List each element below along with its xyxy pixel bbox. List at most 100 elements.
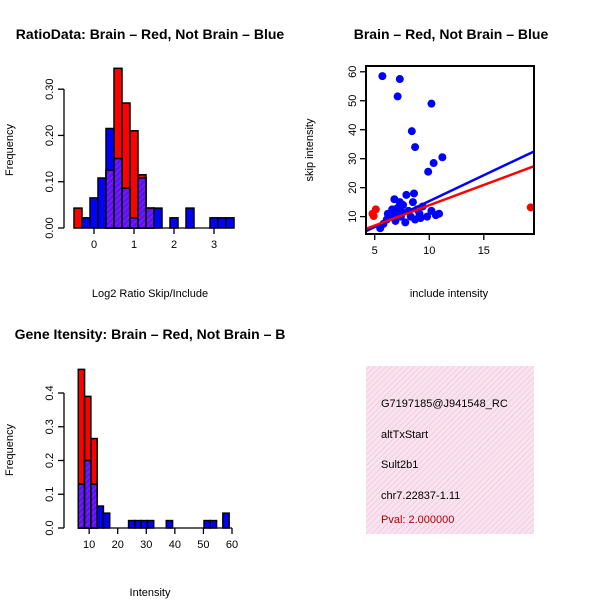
scatter-blue-point	[423, 212, 432, 221]
gene-y-tick-label: 0.4	[44, 385, 56, 400]
info-probe-id: G7197185@J941548_RC	[381, 398, 508, 410]
ratio-x-tick-label: 1	[131, 239, 137, 251]
scatter-blue-point	[435, 209, 444, 218]
ratio-overlap-bar	[137, 177, 147, 229]
ratio-overlap-bar	[145, 207, 155, 229]
gene-blue-bar	[140, 519, 149, 529]
ratio-blue-bar	[97, 177, 107, 229]
scatter-y-tick-label: 10	[347, 210, 359, 222]
scatter-blue-point	[378, 72, 387, 81]
info-location: chr7.22837-1.11	[381, 490, 460, 502]
ratio-overlap-bar	[113, 157, 123, 229]
ratio-blue-bar	[153, 207, 163, 229]
gene-y-tick-label: 0.1	[44, 487, 56, 502]
gene-blue-bar	[209, 519, 218, 529]
ratio-blue-bar	[89, 197, 99, 229]
scatter-red-point	[526, 203, 534, 212]
scatter-blue-point	[401, 218, 410, 227]
scatter-y-tick-label: 40	[347, 124, 359, 136]
ratio-blue-bar	[209, 217, 219, 229]
scatter-red-fit-line	[366, 165, 534, 230]
gene-overlap-bar	[83, 459, 92, 529]
ratio-blue-bar	[169, 217, 179, 229]
scatter-blue-point	[411, 143, 420, 152]
gene-y-tick-label: 0.2	[44, 453, 56, 468]
gene-x-tick-label: 50	[197, 539, 209, 551]
scatter-red-point	[368, 209, 377, 218]
gene-blue-bar	[222, 512, 230, 529]
ratio-blue-bar	[81, 217, 91, 229]
gene-blue-bar	[96, 505, 105, 529]
ratio-red-bar	[129, 130, 139, 229]
ratio-y-tick-label: 0.10	[44, 171, 56, 192]
scatter-x-tick-label: 10	[423, 245, 435, 257]
info-event-type: altTxStart	[381, 429, 428, 441]
gene-blue-bar	[146, 519, 155, 529]
scatter-blue-point	[438, 153, 447, 162]
intensity-scatter-ylabel: skip intensity	[304, 118, 316, 181]
ratio-x-tick-label: 2	[171, 239, 177, 251]
intensity-scatter-title: Brain – Red, Not Brain – Blue	[354, 26, 549, 42]
intensity-scatter-xlabel: include intensity	[410, 288, 489, 300]
scatter-y-tick-label: 60	[347, 66, 359, 78]
scatter-x-tick-label: 15	[478, 245, 490, 257]
ratio-blue-bar	[225, 217, 235, 229]
scatter-y-tick-label: 20	[347, 182, 359, 194]
gene-blue-bar	[102, 512, 111, 529]
ratio-overlap-bar	[105, 169, 115, 229]
gene-blue-bar	[127, 519, 136, 529]
ratio-x-tick-label: 3	[211, 239, 217, 251]
gene-x-tick-label: 40	[169, 539, 181, 551]
gene-blue-bar	[165, 519, 174, 529]
scatter-blue-point	[390, 195, 399, 204]
ratio-x-tick-label: 0	[91, 239, 97, 251]
scatter-blue-point	[429, 159, 438, 168]
gene-overlap-bar	[77, 483, 86, 529]
scatter-blue-point	[427, 99, 436, 108]
ratio-histogram-ylabel: Frequency	[4, 124, 16, 176]
scatter-y-tick-label: 50	[347, 95, 359, 107]
gene-intensity-ylabel: Frequency	[4, 424, 16, 476]
scatter-frame	[365, 65, 535, 235]
ratio-y-tick-label: 0.00	[44, 217, 56, 238]
info-panel: G7197185@J941548_RC altTxStart Sult2b1 c…	[366, 366, 534, 534]
ratio-overlap-bar	[129, 217, 139, 229]
gene-x-tick-label: 10	[83, 539, 95, 551]
info-panel-background	[366, 366, 534, 534]
intensity-scatter: Brain – Red, Not Brain – Blue include in…	[304, 26, 548, 300]
scatter-blue-point	[395, 75, 404, 84]
ratio-y-tick-label: 0.30	[44, 78, 56, 99]
scatter-blue-point	[393, 92, 402, 101]
scatter-blue-point	[410, 189, 418, 198]
scatter-blue-point	[407, 127, 416, 136]
gene-intensity-xlabel: Intensity	[130, 587, 171, 599]
gene-intensity-histogram: Gene Itensity: Brain – Red, Not Brain – …	[4, 326, 285, 599]
ratio-blue-bar	[185, 207, 195, 229]
scatter-y-tick-label: 30	[347, 153, 359, 165]
ratio-y-tick-label: 0.20	[44, 125, 56, 146]
scatter-blue-point	[408, 198, 417, 207]
gene-intensity-title: Gene Itensity: Brain – Red, Not Brain – …	[15, 326, 286, 342]
ratio-histogram: RatioData: Brain – Red, Not Brain – Blue…	[4, 26, 284, 300]
scatter-x-tick-label: 5	[372, 245, 378, 257]
info-pval: Pval: 2.000000	[381, 514, 454, 526]
gene-y-tick-label: 0.3	[44, 419, 56, 434]
gene-blue-bar	[203, 519, 212, 529]
gene-blue-bar	[134, 519, 142, 529]
gene-x-tick-label: 60	[226, 539, 238, 551]
scatter-blue-point	[399, 201, 408, 210]
gene-x-tick-label: 20	[112, 539, 124, 551]
scatter-blue-point	[402, 190, 411, 199]
ratio-blue-bar	[217, 217, 227, 229]
ratio-overlap-bar	[121, 187, 131, 229]
ratio-histogram-title: RatioData: Brain – Red, Not Brain – Blue	[16, 26, 285, 42]
ratio-red-bar	[73, 207, 83, 229]
gene-y-tick-label: 0.0	[44, 520, 56, 535]
scatter-blue-point	[424, 167, 433, 176]
info-gene-name: Sult2b1	[381, 459, 418, 471]
gene-x-tick-label: 30	[140, 539, 152, 551]
scatter-blue-point	[416, 214, 425, 223]
ratio-histogram-xlabel: Log2 Ratio Skip/Include	[92, 288, 208, 300]
gene-overlap-bar	[90, 483, 98, 529]
